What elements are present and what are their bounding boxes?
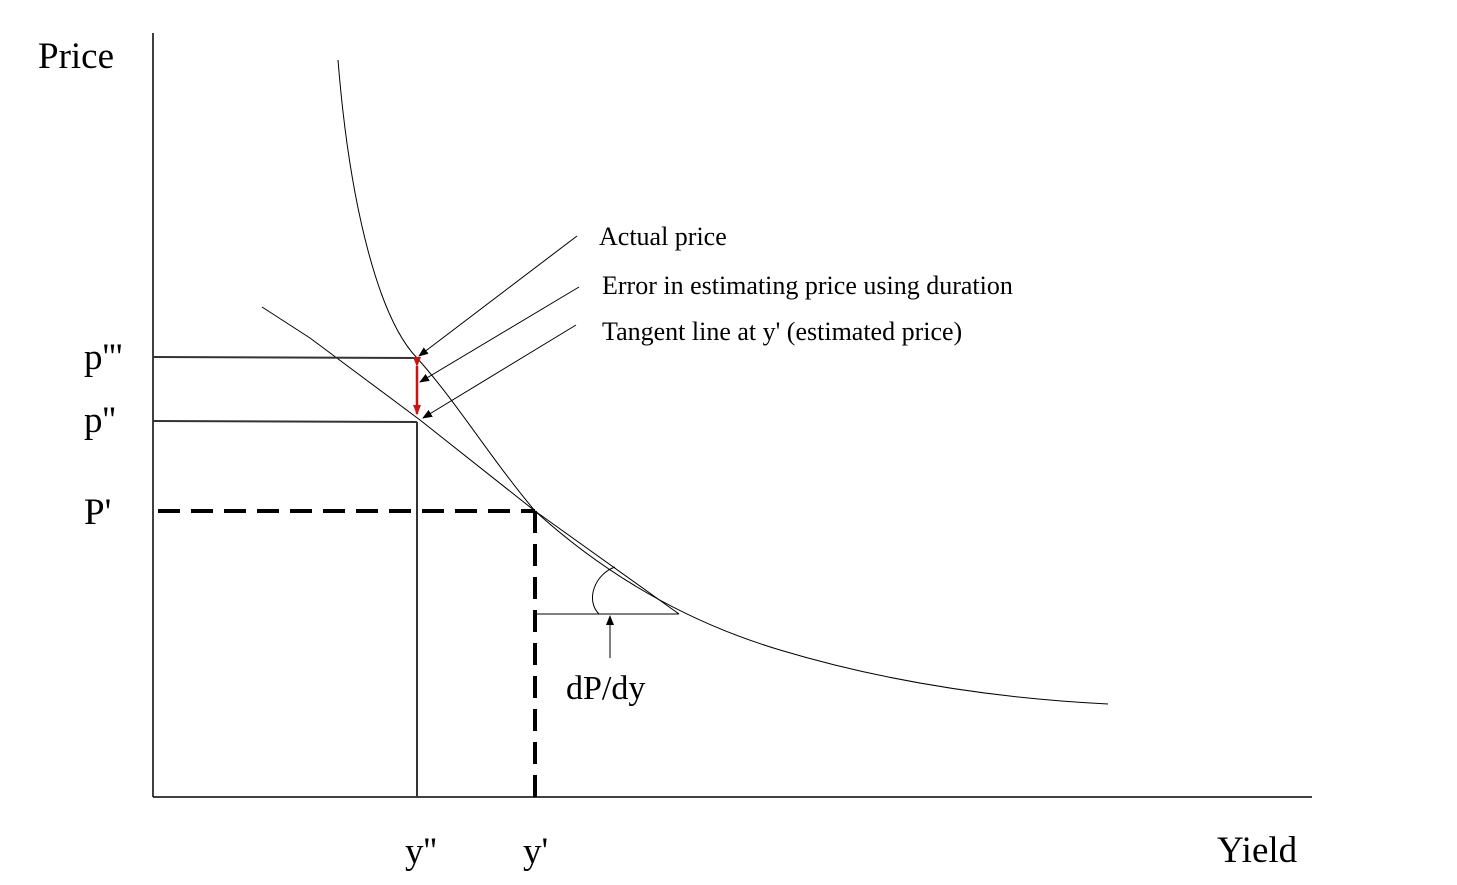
error-annotation: Error in estimating price using duration — [602, 271, 1013, 300]
y-axis-title: Price — [38, 36, 114, 77]
actual-price-leader — [418, 235, 578, 357]
p-triple-guide — [152, 356, 418, 359]
price-yield-curve — [337, 59, 1109, 705]
x-axis-title: Yield — [1217, 830, 1298, 871]
slope-angle-arc — [591, 566, 616, 615]
tangent-line — [261, 306, 680, 615]
tangent-leader — [422, 324, 577, 419]
p-prime-label: P' — [84, 492, 111, 533]
actual-price-annotation: Actual price — [599, 222, 727, 251]
slope-annotation: dP/dy — [566, 670, 645, 707]
error-leader — [419, 286, 580, 383]
y-double-label: y'' — [405, 831, 437, 872]
y-prime-label: y' — [523, 831, 548, 872]
tangent-annotation: Tangent line at y' (estimated price) — [602, 317, 962, 346]
p-double-label: p'' — [84, 400, 116, 441]
p-double-guide — [152, 420, 418, 423]
p-triple-label: p''' — [84, 337, 123, 378]
